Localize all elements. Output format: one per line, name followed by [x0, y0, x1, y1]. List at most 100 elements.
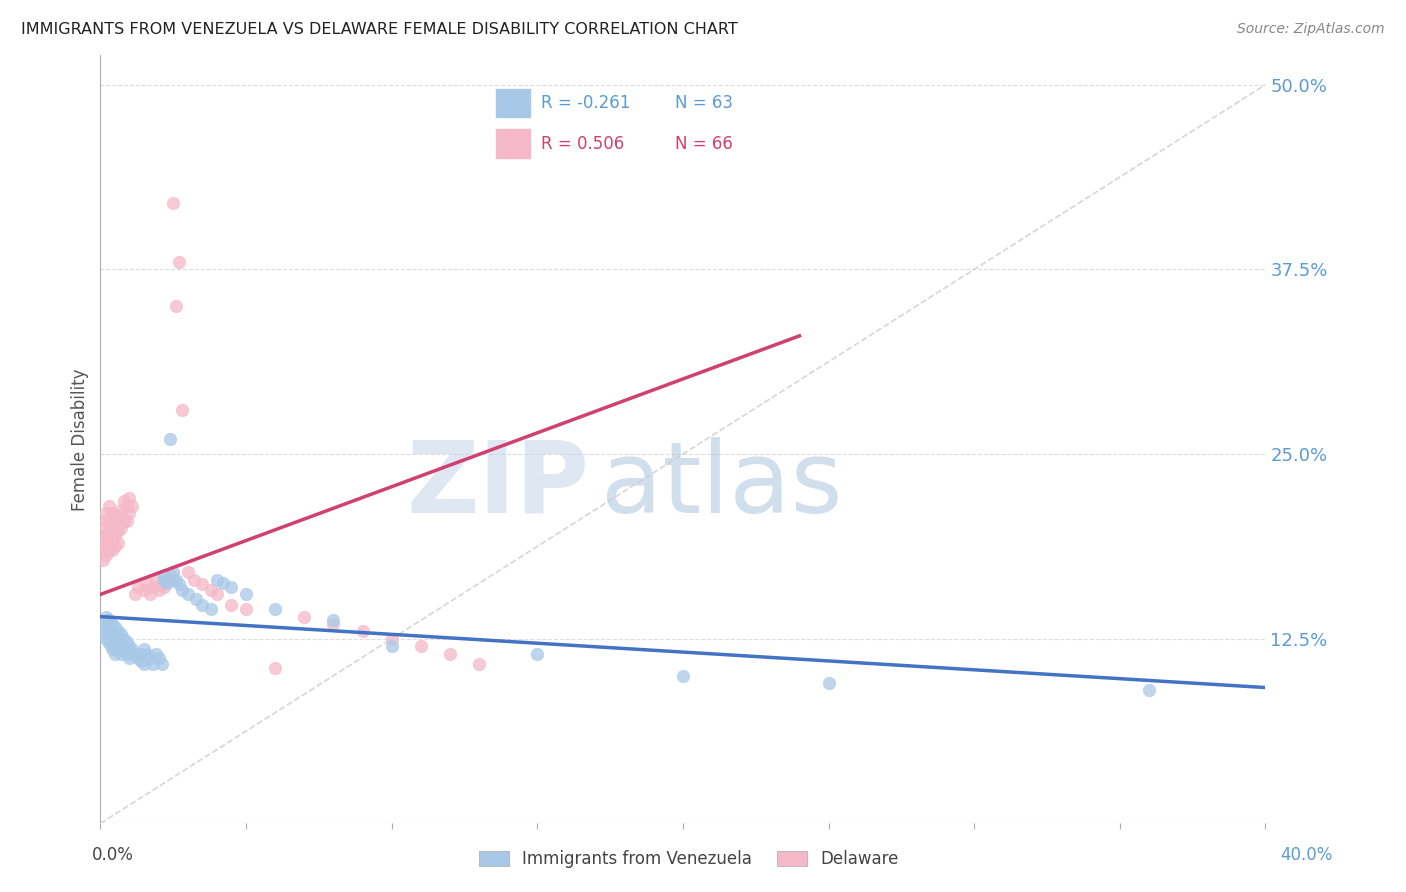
Point [110, 521, 132, 535]
Point [112, 514, 135, 528]
Point [98, 524, 121, 538]
Point [101, 506, 124, 520]
Point [91, 521, 114, 535]
Point [101, 639, 124, 653]
Point [91, 553, 114, 567]
Point [118, 639, 141, 653]
Point [110, 647, 132, 661]
Point [124, 587, 146, 601]
Point [96, 528, 118, 542]
Point [104, 636, 127, 650]
Point [153, 580, 176, 594]
Point [104, 620, 127, 634]
Point [104, 629, 127, 643]
Point [112, 642, 135, 657]
Point [115, 634, 138, 648]
Legend: Immigrants from Venezuela, Delaware: Immigrants from Venezuela, Delaware [472, 844, 905, 875]
Point [177, 566, 200, 580]
Point [142, 580, 165, 594]
Point [1137, 683, 1160, 698]
Point [156, 575, 179, 590]
Point [104, 647, 127, 661]
Point [205, 587, 228, 601]
Point [292, 609, 315, 624]
Point [96, 506, 118, 520]
Text: 40.0%: 40.0% [1281, 846, 1333, 863]
Point [167, 577, 190, 591]
Point [235, 587, 257, 601]
Point [118, 506, 141, 520]
Point [148, 582, 170, 597]
Point [91, 543, 114, 558]
Point [101, 642, 124, 657]
Text: Source: ZipAtlas.com: Source: ZipAtlas.com [1237, 22, 1385, 37]
Point [352, 624, 374, 639]
Point [167, 255, 190, 269]
Y-axis label: Female Disability: Female Disability [72, 368, 89, 510]
Point [142, 657, 165, 671]
Point [98, 499, 121, 513]
Text: ZIP: ZIP [406, 437, 589, 534]
Point [101, 543, 124, 558]
Point [153, 568, 176, 582]
Point [322, 613, 344, 627]
Point [132, 657, 155, 671]
Point [121, 642, 143, 657]
Point [91, 533, 114, 547]
Point [162, 573, 184, 587]
Point [409, 639, 432, 653]
Point [162, 566, 184, 580]
Point [112, 494, 135, 508]
Point [107, 642, 129, 657]
Point [191, 577, 214, 591]
Point [110, 503, 132, 517]
Point [136, 577, 159, 591]
Point [139, 651, 162, 665]
Point [145, 573, 167, 587]
Point [129, 647, 152, 661]
Point [381, 632, 404, 646]
Point [200, 602, 222, 616]
Point [264, 661, 287, 675]
Point [104, 539, 127, 553]
Point [107, 524, 129, 538]
Point [235, 602, 257, 616]
Point [98, 514, 121, 528]
Point [170, 402, 193, 417]
Text: atlas: atlas [602, 437, 844, 534]
Point [124, 647, 146, 661]
Point [381, 639, 404, 653]
Point [200, 582, 222, 597]
Point [264, 602, 287, 616]
Point [91, 617, 114, 632]
Point [96, 622, 118, 636]
Point [170, 582, 193, 597]
Point [98, 543, 121, 558]
Point [91, 627, 114, 641]
Point [322, 617, 344, 632]
Point [150, 577, 173, 591]
Point [132, 582, 155, 597]
Point [96, 632, 118, 646]
Point [186, 591, 208, 606]
Point [221, 598, 243, 612]
Point [468, 657, 491, 671]
Point [221, 580, 243, 594]
Point [96, 539, 118, 553]
Point [672, 669, 695, 683]
Point [112, 632, 135, 646]
Point [107, 509, 129, 524]
Point [118, 651, 141, 665]
Point [132, 642, 155, 657]
Point [165, 299, 187, 313]
Point [156, 573, 179, 587]
Point [115, 499, 138, 513]
Point [98, 624, 121, 639]
Text: IMMIGRANTS FROM VENEZUELA VS DELAWARE FEMALE DISABILITY CORRELATION CHART: IMMIGRANTS FROM VENEZUELA VS DELAWARE FE… [21, 22, 738, 37]
Point [127, 580, 149, 594]
Point [107, 535, 129, 549]
Point [183, 573, 205, 587]
Point [98, 613, 121, 627]
Point [96, 609, 118, 624]
Point [101, 617, 124, 632]
